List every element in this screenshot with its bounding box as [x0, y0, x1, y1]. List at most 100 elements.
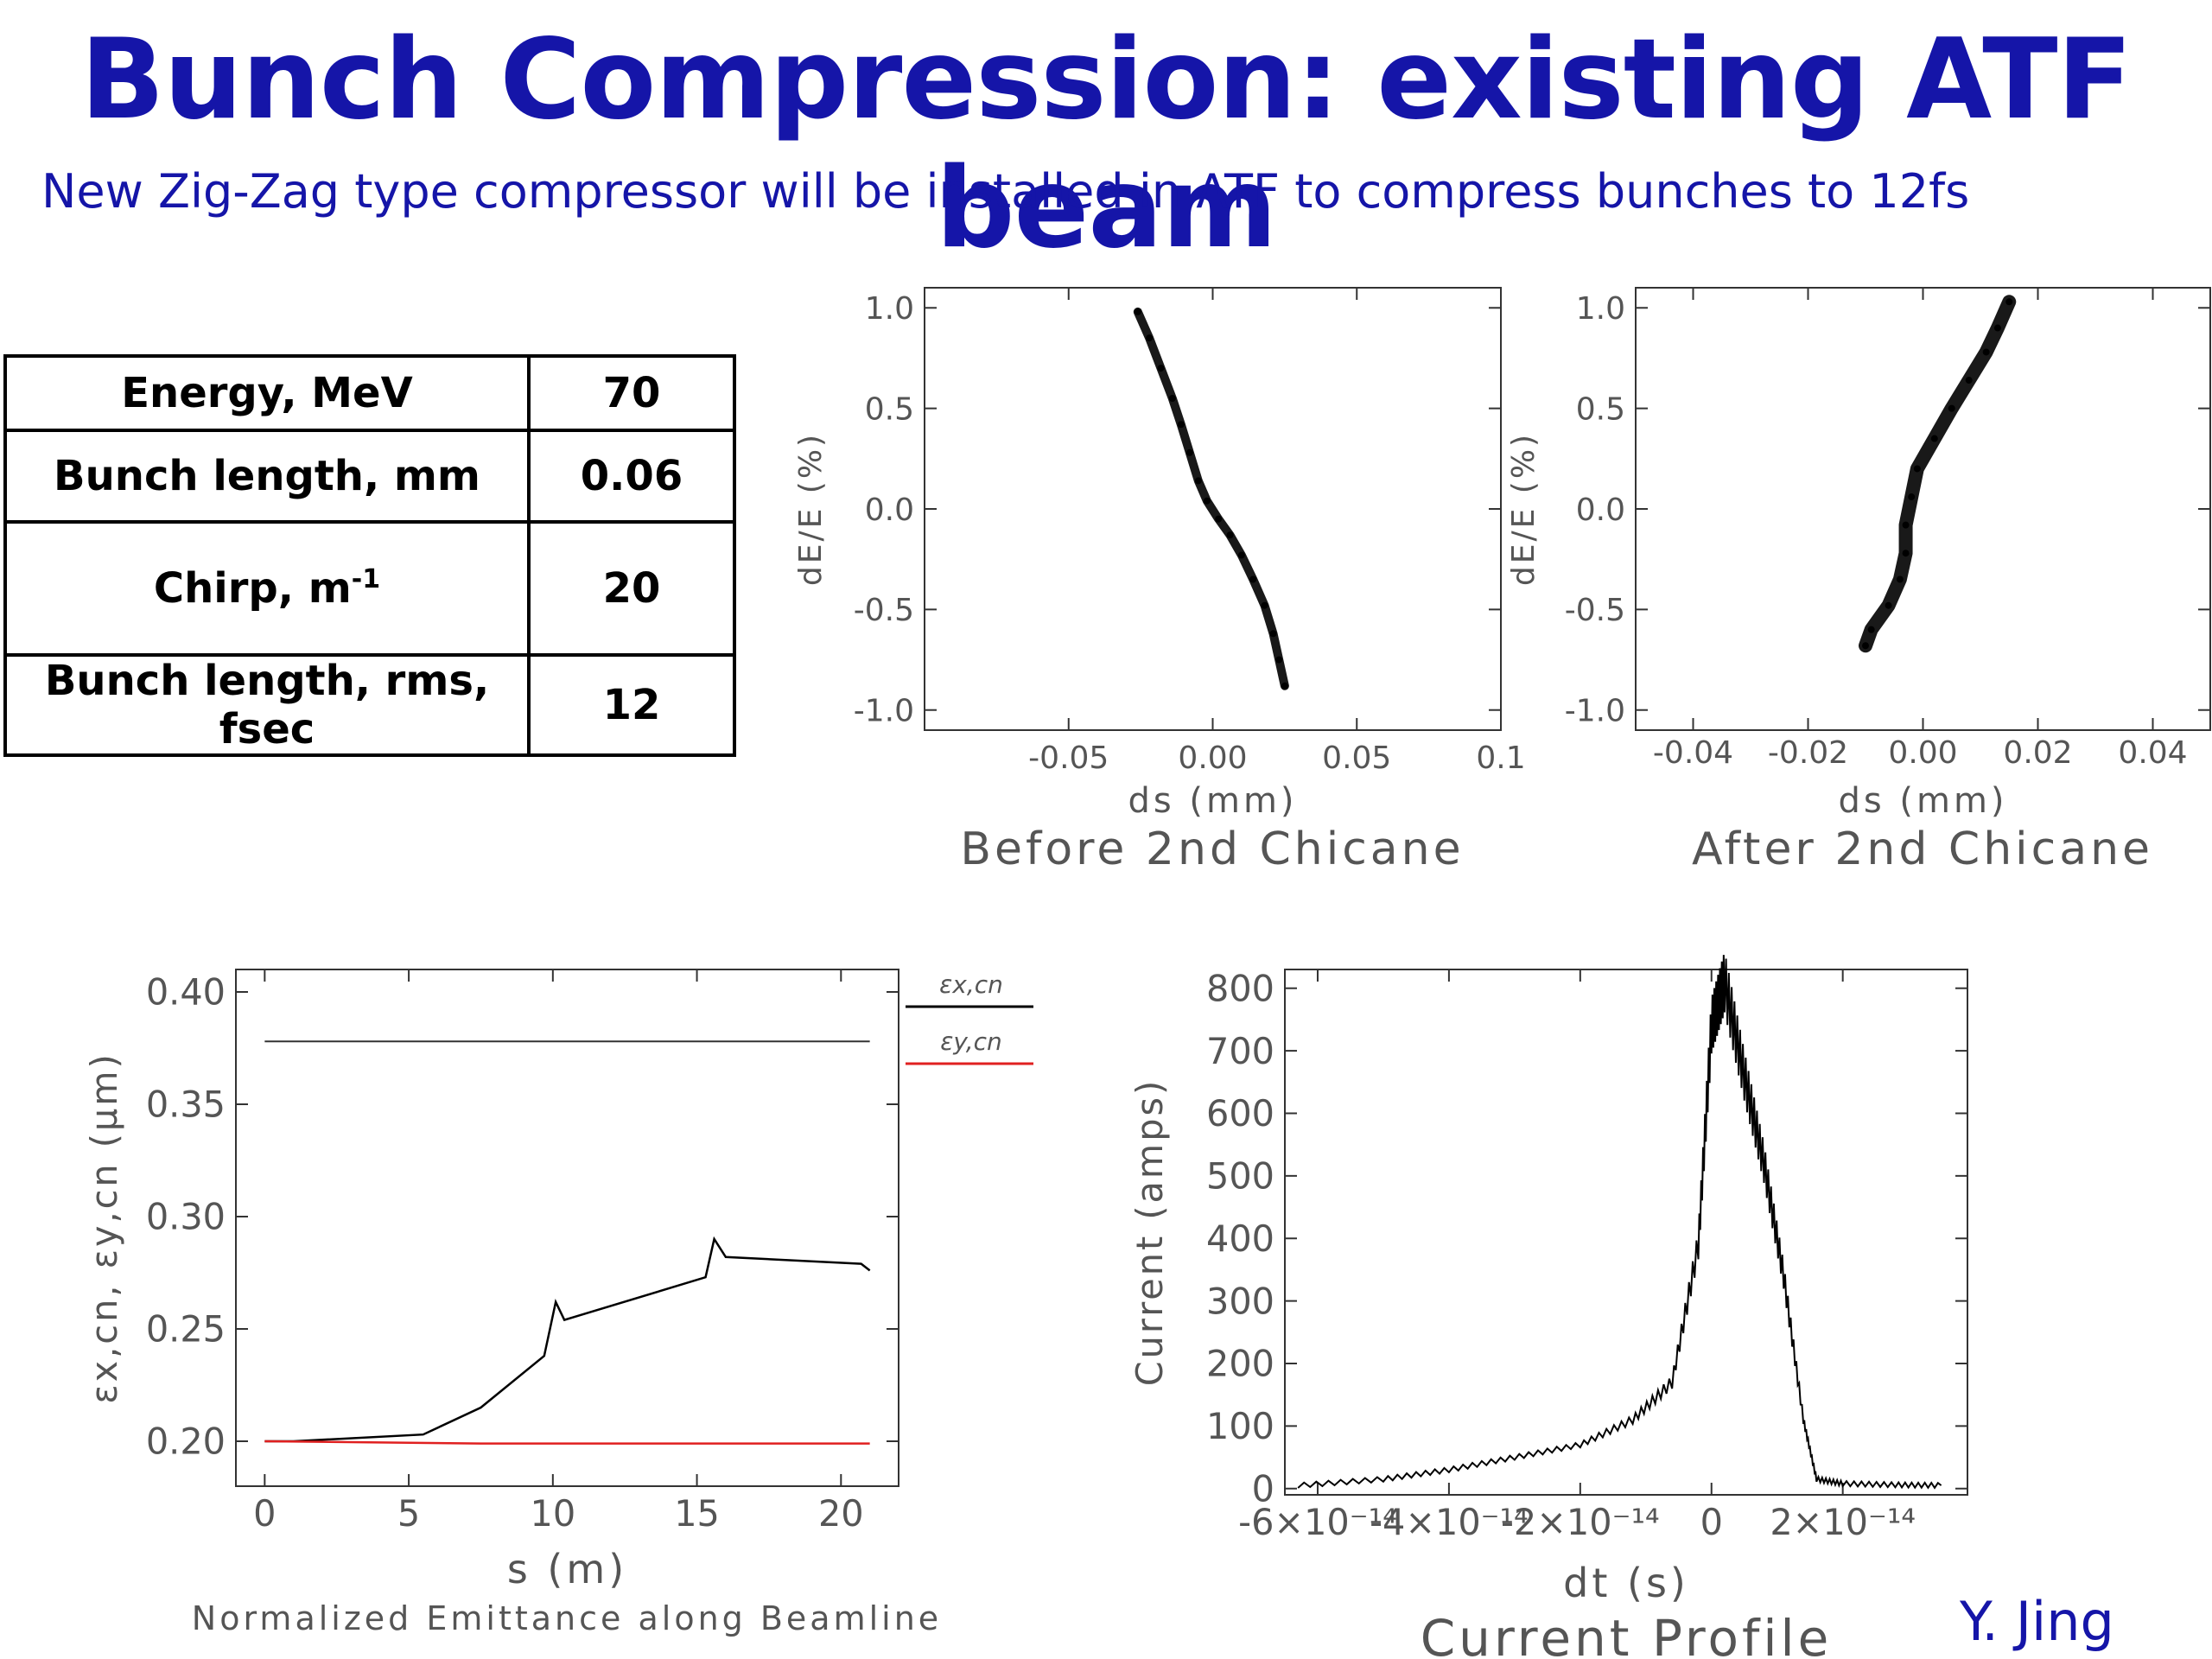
- param-value: 0.06: [527, 429, 736, 524]
- param-label-superscript: -1: [351, 564, 381, 594]
- after-data-point: [1902, 550, 1910, 557]
- before-data-point: [1157, 365, 1165, 372]
- table-row: Bunch length, rms, fsec 12: [3, 653, 736, 757]
- before-y-tick-label: -1.0: [854, 694, 914, 729]
- beam-parameters-table: Energy, MeV 70 Bunch length, mm 0.06 Chi…: [3, 354, 736, 757]
- before-data-point: [1134, 308, 1141, 315]
- before-data-point: [1275, 656, 1283, 664]
- before-x-tick-label: -0.05: [1028, 741, 1109, 776]
- before-data-point: [1203, 497, 1211, 505]
- author-credit: Y. Jing: [1960, 1590, 2114, 1653]
- before-x-tick-label: 0.1: [1476, 741, 1525, 776]
- current-y-tick-label: 100: [1206, 1406, 1274, 1447]
- after-data-point: [1982, 348, 1990, 356]
- param-label: Chirp, m-1: [3, 520, 531, 657]
- emittance-caption: Normalized Emittance along Beamline: [192, 1599, 942, 1637]
- after-y-tick-label: -0.5: [1565, 593, 1625, 628]
- after-data-point: [1896, 575, 1904, 583]
- after-x-tick-label: 0.02: [2003, 735, 2072, 771]
- after-data-point: [1913, 465, 1921, 473]
- after-y-tick-label: -1.0: [1565, 694, 1625, 729]
- current-y-tick-label: 500: [1206, 1156, 1274, 1198]
- after-y-tick-label: 0.0: [1576, 493, 1625, 528]
- before-y-tick-label: 0.5: [865, 391, 914, 427]
- emittance-legend-label: εx,cn: [939, 970, 1003, 999]
- after-particle-band: [1859, 295, 2017, 653]
- before-data-point: [1177, 421, 1185, 429]
- after-x-axis-label: ds (mm): [1838, 781, 2007, 821]
- after-data-point: [1867, 626, 1875, 633]
- before-data-point: [1168, 395, 1176, 402]
- current-y-tick-label: 400: [1206, 1218, 1274, 1260]
- after-x-tick-label: -0.02: [1768, 735, 1848, 771]
- table-row: Bunch length, mm 0.06: [3, 429, 736, 524]
- before-data-point: [1237, 551, 1245, 559]
- emittance-x-axis-label: s (m): [507, 1546, 627, 1592]
- emittance-x-tick-label: 5: [397, 1493, 420, 1535]
- before-data-point: [1269, 630, 1277, 638]
- param-label-text: Chirp, m: [153, 564, 352, 613]
- after-y-axis-label: dE/E (%): [1506, 432, 1541, 586]
- current-caption: Current Profile: [1421, 1609, 1833, 1659]
- emittance-series-line: [264, 1236, 871, 1443]
- before-x-tick-label: 0.00: [1178, 741, 1247, 776]
- emittance-legend-label: εy,cn: [940, 1027, 1002, 1056]
- param-value: 20: [527, 520, 736, 657]
- after-data-point: [1993, 324, 2001, 332]
- param-value: 12: [527, 653, 736, 757]
- current-y-tick-label: 300: [1206, 1281, 1274, 1322]
- current-x-tick-label: -6×10⁻¹⁴: [1238, 1502, 1397, 1543]
- before-data-point: [1261, 601, 1268, 609]
- after-x-tick-label: 0.04: [2118, 735, 2187, 771]
- current-y-tick-label: 700: [1206, 1031, 1274, 1072]
- before-y-tick-label: -0.5: [854, 593, 914, 628]
- after-data-point: [2005, 298, 2013, 306]
- after-data-point: [1908, 493, 1916, 501]
- after-caption: After 2nd Chicane: [1692, 823, 2153, 875]
- emittance-y-tick-label: 0.20: [146, 1421, 226, 1463]
- emittance-y-axis-label: εx,cn, εy,cn (μm): [84, 1052, 125, 1403]
- current-y-tick-label: 600: [1206, 1093, 1274, 1135]
- before-data-point: [1281, 682, 1288, 690]
- after-x-tick-label: 0.00: [1888, 735, 1957, 771]
- before-particle-band: [1133, 307, 1289, 690]
- slide-title: Bunch Compression: existing ATF beam: [80, 16, 2133, 273]
- before-y-tick-label: 0.0: [865, 493, 914, 528]
- after-data-point: [1885, 601, 1892, 609]
- before-caption: Before 2nd Chicane: [960, 823, 1464, 875]
- after-data-point: [1902, 521, 1910, 529]
- after-y-tick-label: 0.5: [1576, 391, 1625, 427]
- param-label: Bunch length, rms, fsec: [3, 653, 531, 757]
- before-x-axis-label: ds (mm): [1128, 781, 1297, 821]
- emittance-x-tick-label: 0: [253, 1493, 276, 1535]
- before-data-point: [1194, 477, 1202, 485]
- current-x-tick-label: 0: [1700, 1502, 1723, 1543]
- before-y-tick-label: 1.0: [865, 291, 914, 327]
- after-data-point: [1930, 435, 1938, 442]
- emittance-y-tick-label: 0.30: [146, 1197, 226, 1238]
- current-profile-line: [1297, 955, 1942, 1490]
- current-y-tick-label: 200: [1206, 1344, 1274, 1385]
- current-x-tick-label: 2×10⁻¹⁴: [1770, 1502, 1916, 1543]
- current-y-tick-label: 0: [1252, 1468, 1274, 1510]
- emittance-x-tick-label: 10: [530, 1493, 575, 1535]
- current-y-axis-label: Current (amps): [1129, 1078, 1171, 1386]
- emittance-x-tick-label: 15: [674, 1493, 720, 1535]
- before-data-point: [1215, 515, 1223, 523]
- current-x-axis-label: dt (s): [1563, 1560, 1689, 1606]
- before-data-point: [1146, 334, 1154, 342]
- slide-subtitle: New Zig-Zag type compressor will be inst…: [41, 164, 1970, 219]
- table-row: Chirp, m-1 20: [3, 520, 736, 657]
- after-x-tick-label: -0.04: [1653, 735, 1733, 771]
- after-data-point: [1965, 377, 1973, 385]
- emittance-x-tick-label: 20: [818, 1493, 864, 1535]
- param-label: Energy, MeV: [3, 354, 531, 432]
- after-y-tick-label: 1.0: [1576, 291, 1625, 327]
- current-plot-frame: [1284, 969, 1968, 1496]
- after-plot-frame: [1635, 287, 2211, 731]
- emittance-y-tick-label: 0.35: [146, 1084, 226, 1126]
- after-data-point: [1862, 642, 1869, 650]
- before-data-point: [1249, 575, 1257, 583]
- param-value: 70: [527, 354, 736, 432]
